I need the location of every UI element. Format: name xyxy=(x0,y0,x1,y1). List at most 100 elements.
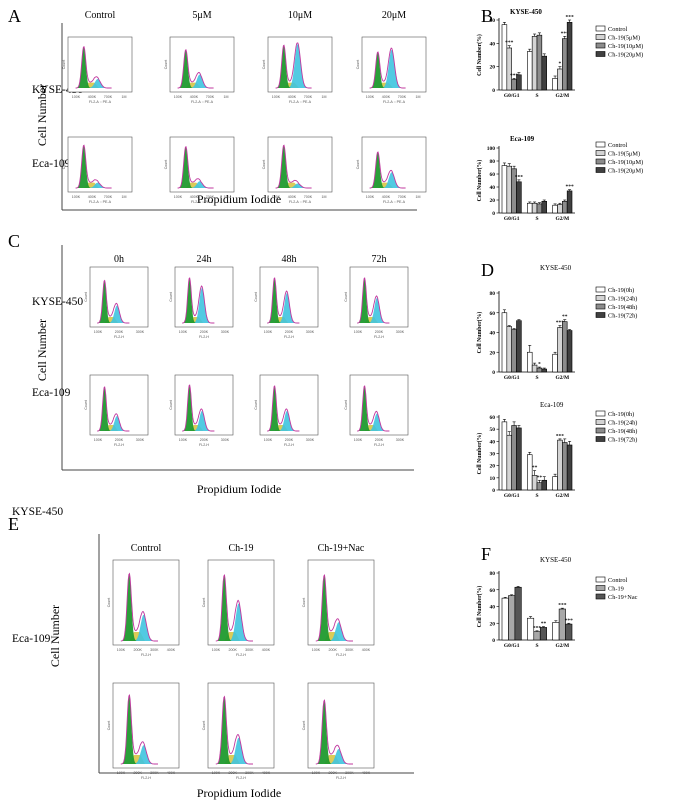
legend-label: Ch-19(72h) xyxy=(608,313,637,320)
panel-letter-e: E xyxy=(8,514,19,534)
chart-title: KYSE-450 xyxy=(510,8,542,16)
histogram-y-label: Count xyxy=(202,721,206,731)
histogram-x-tick: 100K xyxy=(212,771,221,775)
chart-bar xyxy=(516,320,522,373)
histogram-fit-curve xyxy=(215,573,253,642)
chart-y-tick-label: 80 xyxy=(490,571,496,577)
chart-bar xyxy=(501,165,508,214)
chart-significance-label: ** xyxy=(541,621,547,627)
chart-y-tick-label: 40 xyxy=(490,331,496,337)
histogram-y-label: Count xyxy=(356,60,360,70)
legend-label: Ch-19(0h) xyxy=(608,411,634,418)
histogram-x-tick: 400K xyxy=(288,195,297,199)
histogram-x-tick: 400K xyxy=(167,648,176,652)
histogram-g0g1-fill xyxy=(369,152,385,188)
histogram-x-tick: 1M xyxy=(322,95,327,99)
chart-significance-label: *** xyxy=(510,73,519,79)
legend-swatch xyxy=(595,312,606,318)
chart-bar xyxy=(511,329,517,373)
chart-y-axis-label: Cell Number(%) xyxy=(476,586,483,628)
histogram-x-tick: 100K xyxy=(264,438,273,442)
chart-y-tick-label: 10 xyxy=(490,476,496,482)
chart-bar xyxy=(506,165,512,214)
chart-significance-label: ** xyxy=(532,465,538,471)
chart-category-label: S xyxy=(535,375,538,381)
histogram-x-tick: 400K xyxy=(167,771,176,775)
flow-column-label: 10μM xyxy=(288,10,312,21)
histogram-y-label: Count xyxy=(62,60,66,70)
panel-letter-c: C xyxy=(8,231,20,251)
chart-significance-label: *** xyxy=(565,15,574,21)
chart-y-tick-label: 50 xyxy=(490,427,496,433)
legend-swatch xyxy=(595,158,606,165)
chart-bar xyxy=(539,627,547,641)
histogram-x-tick: 100K xyxy=(94,438,103,442)
chart-bar xyxy=(566,190,573,214)
chart-significance-label: ** xyxy=(537,475,543,481)
chart-y-tick-label: 100 xyxy=(487,146,496,152)
histogram-x-tick: 100K xyxy=(174,195,183,199)
histogram-x-label: FL2-H xyxy=(284,443,294,447)
panel-letter-b: B xyxy=(481,6,493,26)
chart-y-tick-label: 20 xyxy=(490,65,496,71)
chart-bar xyxy=(531,36,538,91)
chart-bar xyxy=(541,55,547,91)
histogram-g0g1-fill xyxy=(267,386,281,431)
histogram-fit-curve xyxy=(177,49,214,89)
legend-label: Ch-19(48h) xyxy=(608,428,637,435)
histogram: 100K 200K 300K FL2-H Count xyxy=(169,374,234,447)
legend-swatch xyxy=(595,295,606,301)
histogram-x-tick: 700K xyxy=(104,195,113,199)
chart-category-label: G2/M xyxy=(555,375,570,381)
histogram-x-tick: 400K xyxy=(88,195,97,199)
histogram-y-label: Count xyxy=(164,160,168,170)
legend-label: Control xyxy=(608,577,627,584)
chart-bar xyxy=(516,427,522,491)
chart-bar xyxy=(566,444,573,491)
histogram-y-label: Count xyxy=(169,292,173,302)
legend-swatch xyxy=(595,410,606,417)
histogram-x-tick: 200K xyxy=(375,330,384,334)
histogram-x-tick: 1M xyxy=(322,195,327,199)
chart-category-label: S xyxy=(535,93,538,99)
histogram-x-tick: 100K xyxy=(117,771,126,775)
chart-bar xyxy=(527,351,533,373)
chart-y-tick-label: 60 xyxy=(490,18,496,24)
chart-bar xyxy=(536,367,543,373)
histogram-g0g1-fill xyxy=(97,280,111,323)
histogram-g0g1-fill xyxy=(75,47,91,88)
histogram-g2m-fill xyxy=(108,305,130,323)
histogram-x-tick: 1M xyxy=(122,95,127,99)
histogram-fit-curve xyxy=(182,384,215,432)
histogram-y-label: Count xyxy=(62,160,66,170)
histogram-x-label: FL2-A :: PE-A xyxy=(191,200,214,204)
legend-label: Ch-19(5μM) xyxy=(608,35,640,42)
histogram-g2m-fill xyxy=(288,43,312,88)
legend-label: Ch-19(24h) xyxy=(608,296,637,303)
histogram-g0g1-fill xyxy=(315,700,332,764)
chart-y-axis-label: Cell Number(%) xyxy=(476,312,483,354)
histogram-x-tick: 300K xyxy=(245,648,254,652)
chart-bar xyxy=(562,38,568,91)
histogram-x-label: FL2-H xyxy=(374,335,384,339)
histogram-fit-curve xyxy=(177,145,214,189)
histogram-fit-curve xyxy=(120,693,158,765)
histogram-x-tick: 200K xyxy=(133,771,142,775)
histogram-frame xyxy=(267,136,333,193)
chart-bar xyxy=(531,364,538,373)
chart-significance-label: ** xyxy=(562,314,568,320)
histogram-x-tick: 100K xyxy=(72,195,81,199)
chart-y-tick-label: 40 xyxy=(490,439,496,445)
histogram-x-tick: 400K xyxy=(262,771,271,775)
histogram-g0g1-fill xyxy=(315,575,332,641)
flow-x-axis-label: Propidium Iodide xyxy=(197,786,281,800)
histogram-x-tick: 400K xyxy=(288,95,297,99)
histogram-fit-curve xyxy=(267,385,300,432)
histogram-g2m-fill xyxy=(108,416,130,431)
flow-column-label: 72h xyxy=(372,254,387,265)
histogram-x-tick: 100K xyxy=(312,771,321,775)
